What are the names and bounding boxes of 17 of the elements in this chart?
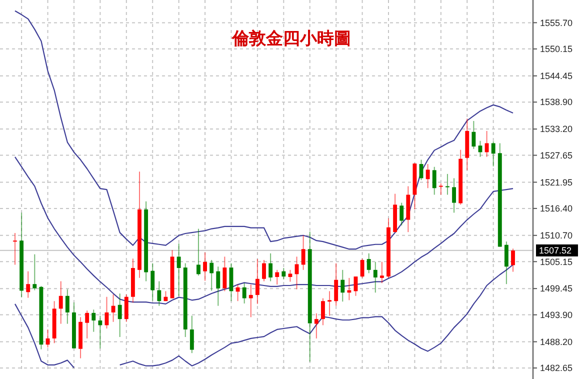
text: 倫敦金四小時圖 xyxy=(231,29,351,49)
y-tick-label: 1516.40 xyxy=(540,204,573,214)
y-tick-label: 1550.15 xyxy=(540,44,573,54)
y-tick-label: 1499.45 xyxy=(540,284,573,294)
y-tick-label: 1555.70 xyxy=(540,18,573,28)
y-tick-label: 1510.70 xyxy=(540,230,573,241)
ref-line-label: 1507.52 xyxy=(539,246,572,256)
y-tick-label: 1493.90 xyxy=(540,310,573,320)
y-tick-label: 1544.45 xyxy=(540,71,573,82)
y-tick-label: 1521.95 xyxy=(540,177,573,188)
y-tick-label: 1505.15 xyxy=(540,256,573,267)
line-series xyxy=(14,10,514,250)
y-tick-label: 1488.20 xyxy=(540,336,573,347)
y-tick-label: 1533.20 xyxy=(540,124,573,134)
y-tick-label: 1538.90 xyxy=(540,97,573,108)
y-tick-label: 1482.65 xyxy=(540,363,573,374)
y-tick-label: 1527.65 xyxy=(540,150,573,160)
